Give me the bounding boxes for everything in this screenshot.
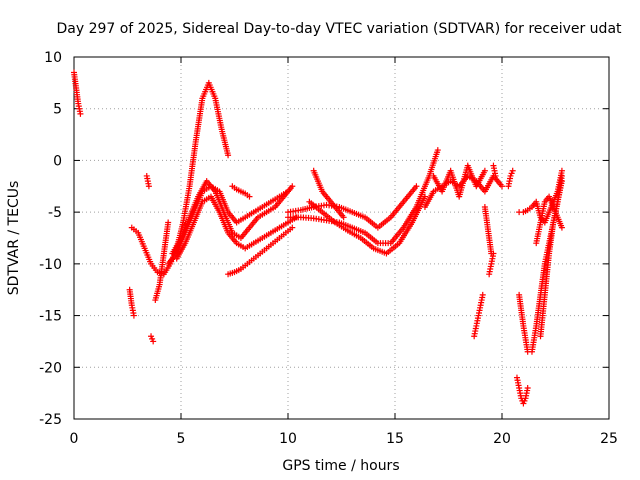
x-tick-label: 25 [600, 431, 618, 447]
y-axis-label: SDTVAR / TECUs [6, 181, 22, 296]
series-arc-2 [126, 286, 137, 319]
data-point [434, 147, 441, 154]
series-arc-21 [490, 162, 499, 179]
series-arc-22 [505, 167, 516, 190]
series-arc-17 [430, 162, 488, 200]
data-point [413, 183, 420, 190]
y-tick-label: 5 [53, 102, 62, 118]
series-arc-15 [310, 167, 347, 221]
data-point [492, 172, 499, 179]
data-point [145, 183, 152, 190]
y-tick-label: 10 [44, 50, 62, 66]
series-arc-4 [143, 172, 152, 190]
x-tick-label: 10 [279, 431, 297, 447]
series-arc-20 [486, 250, 497, 278]
data-point [558, 224, 565, 231]
x-axis-label: GPS time / hours [282, 458, 399, 474]
y-tick-label: -10 [39, 257, 62, 273]
data-point [558, 167, 565, 174]
data-point [246, 193, 253, 200]
series-arc-19 [481, 203, 495, 257]
data-point [479, 291, 486, 298]
data-point [150, 338, 157, 345]
data-point [77, 110, 84, 117]
data-points [71, 69, 565, 407]
data-point [130, 312, 137, 319]
data-point [558, 178, 565, 185]
data-point [421, 193, 428, 200]
series-arc-13 [285, 147, 441, 247]
data-point [225, 152, 232, 159]
y-tick-label: -20 [39, 360, 62, 376]
plot-frame [73, 56, 610, 420]
x-axis: 0 5 10 15 20 25 [70, 57, 618, 447]
y-tick-label: -5 [48, 205, 62, 221]
y-tick-label: -15 [39, 309, 62, 325]
data-point [165, 219, 172, 226]
x-tick-label: 20 [493, 431, 511, 447]
data-point [481, 167, 488, 174]
y-tick-label: -25 [39, 412, 62, 428]
series-arc-6 [152, 219, 172, 304]
grid-lines [74, 57, 609, 419]
series-arc-10 [225, 224, 296, 278]
data-point [509, 167, 516, 174]
y-axis: -25 -20 -15 -10 -5 0 5 10 [39, 50, 609, 428]
series-arc-1 [71, 69, 84, 117]
x-tick-label: 5 [177, 431, 186, 447]
series-arc-27 [537, 178, 565, 340]
data-point [289, 183, 296, 190]
series-arc-18 [471, 291, 486, 340]
x-tick-label: 0 [70, 431, 79, 447]
chart-title: Day 297 of 2025, Sidereal Day-to-day VTE… [56, 21, 622, 37]
data-point [490, 250, 497, 257]
data-point [499, 183, 505, 190]
series-arc-12 [285, 183, 420, 231]
x-tick-label: 15 [386, 431, 404, 447]
series-arc-9 [173, 193, 300, 262]
data-point [289, 224, 296, 231]
data-point [524, 384, 531, 391]
series-arc-11 [229, 183, 253, 200]
series-arc-5 [148, 333, 157, 345]
y-tick-label: 0 [53, 153, 62, 169]
series-arc-23 [513, 374, 531, 407]
series-arc-8 [169, 178, 296, 257]
series-arc-14 [306, 193, 428, 257]
data-point [340, 214, 347, 221]
